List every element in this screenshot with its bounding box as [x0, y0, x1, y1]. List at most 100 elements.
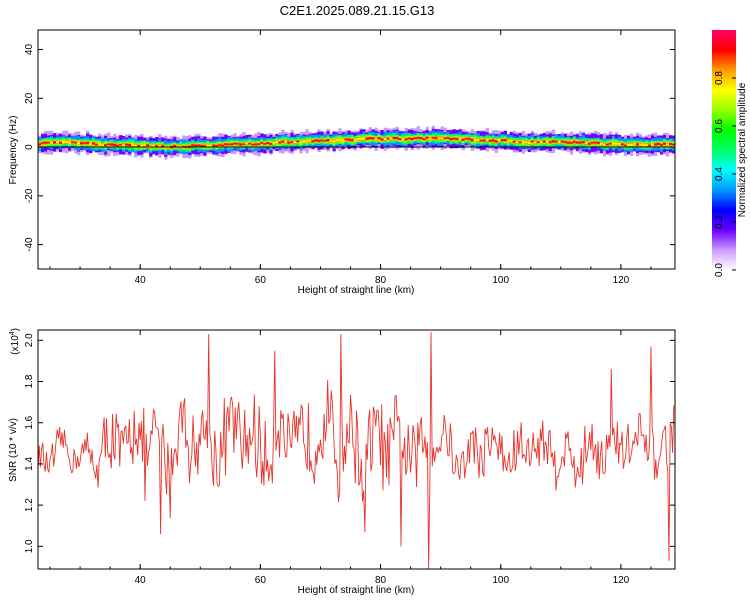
spectrogram-cell [530, 140, 535, 143]
chart-title: C2E1.2025.089.21.15.G13 [280, 3, 435, 18]
spectrogram-cell [524, 141, 529, 143]
spectrogram-cell [131, 143, 135, 146]
spectrogram-cell [38, 143, 42, 146]
spectrogram-cell [137, 145, 141, 147]
spectrogram-cell [74, 141, 78, 144]
spectrogram-cell [671, 143, 676, 146]
colorbar-tick-label: 0.4 [714, 167, 725, 181]
snr-panel: 40 60 80 100 120 1.0 1.2 1.4 1.6 1.8 2.0 Height o… [8, 328, 676, 596]
spectrogram-cell [653, 143, 658, 146]
spectrogram-cell [47, 141, 51, 144]
x-tick-label: 60 [255, 275, 267, 286]
spectrogram-cell [287, 141, 291, 144]
spectrogram-cell [263, 143, 267, 145]
spectrogram-cell [248, 142, 252, 145]
y-tick-label: 20 [24, 92, 35, 104]
x-tick-label: 120 [613, 275, 630, 286]
spectrogram-panel: 40 60 80 100 120 -40 -20 0 20 40 Height of strai… [8, 29, 676, 296]
spectrogram-cell [323, 140, 327, 142]
spectrogram-cell [602, 143, 607, 146]
spectrogram-cell [560, 140, 565, 143]
spectrogram-cell [326, 139, 330, 142]
spectrogram-cell [428, 138, 432, 140]
spectrogram-cell [566, 141, 571, 144]
spectrogram-cell [533, 141, 538, 144]
spectrogram-cell [269, 143, 273, 145]
spectrogram-cell [542, 140, 547, 143]
spectrogram-cell [575, 141, 580, 144]
spectrogram-cell [404, 138, 408, 141]
spectrogram-cell [293, 141, 297, 144]
y-tick-label: -20 [24, 188, 35, 203]
spectrogram-cell [356, 137, 360, 140]
spectrogram-cell [668, 142, 673, 145]
spectrogram-cell [278, 141, 282, 144]
y-tick-label: 40 [24, 44, 35, 56]
spectrogram-cell [179, 145, 183, 148]
spectrogram-cell [521, 141, 526, 144]
y-tick-label: 1.0 [24, 539, 35, 553]
spectrogram-cell [197, 144, 201, 147]
spectrogram-cell [515, 141, 520, 144]
x-tick-label: 120 [613, 575, 630, 586]
spectrogram-cell [641, 144, 646, 147]
spectrogram-cell [554, 140, 559, 143]
spectrogram-cell [593, 141, 598, 144]
spectrogram-cell [413, 137, 417, 140]
snr-y-multiplier: (x104) [9, 328, 21, 355]
spectrogram-cell [431, 137, 435, 139]
spectrogram-cell [344, 138, 348, 140]
spectrogram-cell [50, 141, 54, 144]
spectrogram-cell [77, 142, 81, 145]
spectrogram-cell [134, 145, 138, 148]
spectrogram-cell [455, 138, 459, 140]
spectrogram-cell [125, 143, 129, 146]
y-tick-label: 0 [24, 144, 35, 150]
spectrogram-cell [209, 144, 213, 147]
spectrogram-cell [473, 139, 477, 141]
spectrogram-cell [212, 144, 216, 147]
spectrogram-cell [95, 143, 99, 146]
spectrogram-cell [251, 144, 255, 146]
colorbar-tick-label: 0.0 [714, 263, 725, 277]
spectrogram-cell [368, 137, 372, 140]
spectrogram-cell [86, 141, 90, 144]
spectrogram-cell [599, 142, 604, 145]
spectrogram-cell [320, 139, 324, 142]
spectrogram-cell [200, 145, 204, 147]
spectrogram-cell [161, 145, 165, 147]
spectrogram-cell [539, 141, 544, 144]
y-tick-label: 2.0 [24, 333, 35, 347]
spectrogram-cell [482, 139, 487, 142]
spectrogram-cell [563, 141, 568, 143]
spectrogram-cell [203, 145, 207, 148]
x-tick-label: 80 [375, 575, 387, 586]
spectrogram-cell [155, 145, 159, 148]
spectrogram-cell [299, 141, 303, 144]
spectrogram-cell [629, 143, 634, 146]
spectrogram-cell [284, 141, 288, 143]
x-tick-label: 100 [492, 275, 509, 286]
spectrogram-cell [140, 144, 144, 147]
spectrogram-cell [383, 138, 387, 141]
spectrogram-cell [68, 141, 72, 144]
spectrogram-cell [503, 139, 508, 142]
spectrogram-cell [596, 141, 601, 144]
snr-frame [37, 329, 676, 570]
spectrogram-cell [221, 144, 225, 147]
spectrogram-cell [65, 141, 69, 143]
spectrogram-cell [206, 144, 210, 147]
spectrogram-cell [233, 142, 237, 145]
spectrogram-cell [329, 140, 333, 142]
spectrogram-cell [578, 141, 583, 144]
spectrogram-cell [419, 137, 423, 140]
spectrogram-cell [635, 143, 640, 146]
spectrogram-cell [452, 137, 456, 140]
spectrogram-cell [527, 141, 532, 144]
spectrogram-cell [191, 144, 195, 147]
spectrogram-cell [281, 140, 285, 143]
spectrogram-cell [266, 142, 270, 145]
spectrogram-cell [377, 137, 381, 140]
spectrogram-cell [173, 145, 177, 147]
